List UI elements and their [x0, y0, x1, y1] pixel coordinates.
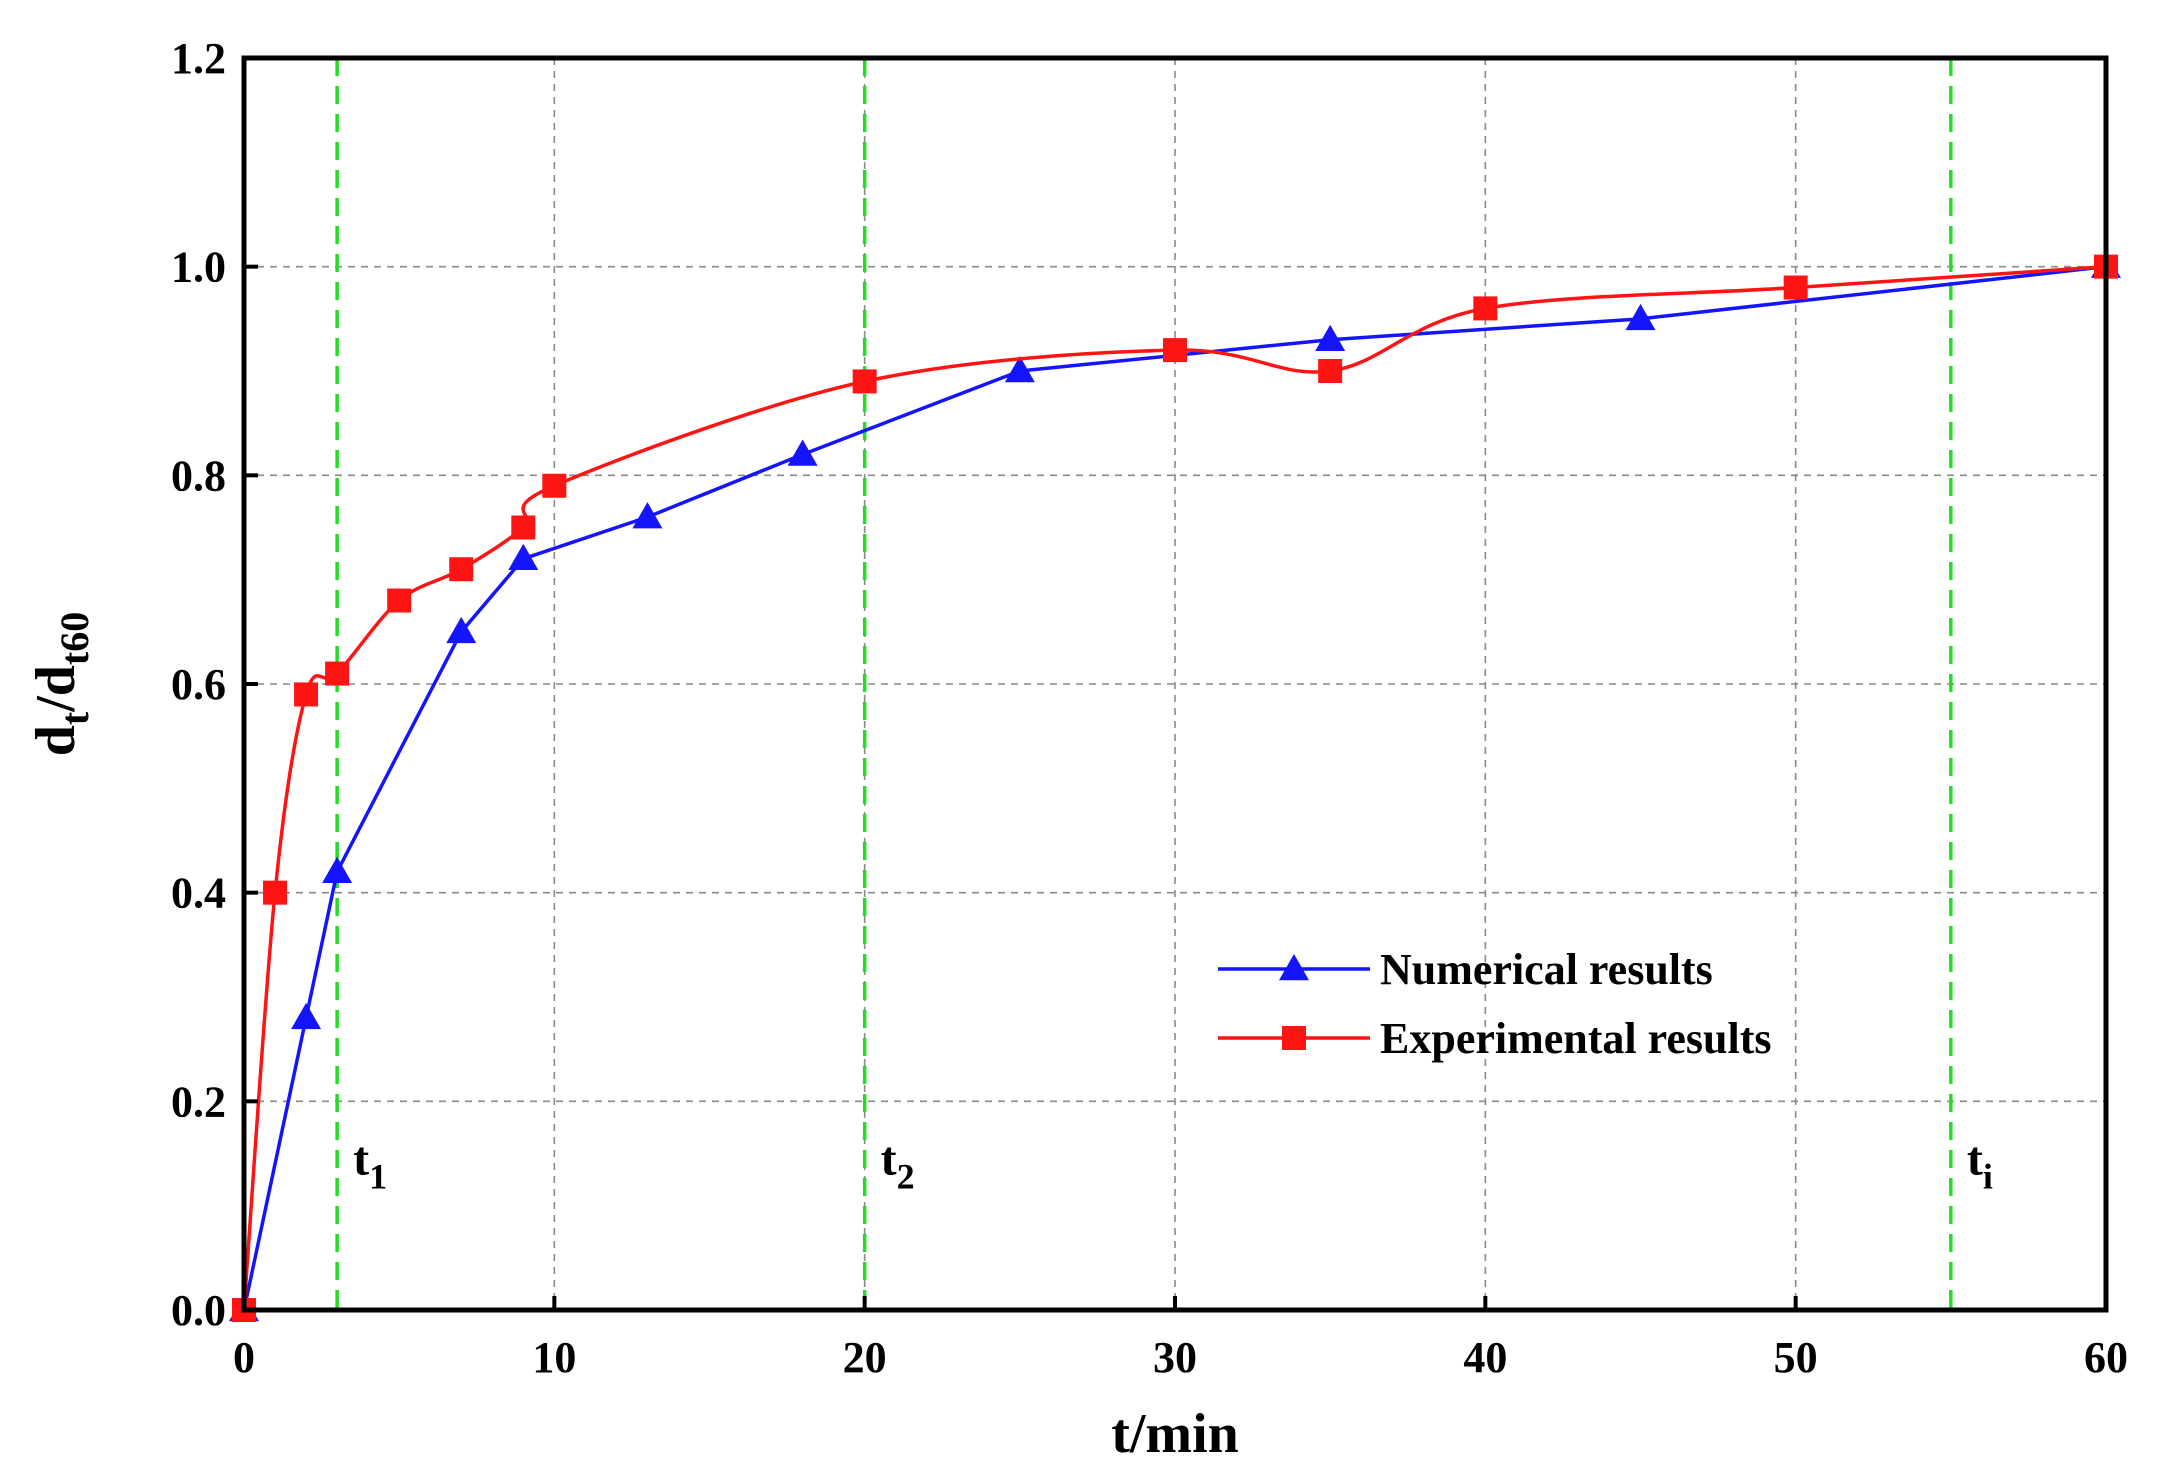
- x-tick-label-6: 60: [2084, 1333, 2128, 1382]
- x-axis-title: t/min: [1111, 1403, 1239, 1465]
- vertical-marker-label-main-2: t: [1967, 1132, 1983, 1185]
- series-1-point-1: [263, 880, 288, 905]
- vertical-marker-label-main-0: t: [353, 1132, 369, 1185]
- series-1-point-9: [1163, 338, 1187, 363]
- y-axis-title-main: d: [25, 725, 87, 756]
- legend: Numerical results Experimental results: [1218, 945, 1772, 1063]
- vertical-marker-layer: t1 t2 ti: [335, 58, 1993, 1310]
- series-0-point-5: [632, 502, 663, 529]
- series-0-point-4: [508, 543, 539, 571]
- vertical-marker-label-sub-0: 1: [369, 1156, 387, 1196]
- series-1-point-2: [294, 682, 319, 707]
- legend-experimental-square-icon: [1282, 1026, 1306, 1050]
- vertical-marker-label-0: t1: [353, 1132, 387, 1196]
- y-tick-label-3: 0.6: [171, 660, 226, 709]
- x-tick-label-5: 50: [1774, 1333, 1818, 1382]
- series-1-point-11: [1473, 296, 1498, 321]
- series-layer: [229, 251, 2121, 1322]
- x-tick-label-2: 20: [843, 1333, 887, 1382]
- x-tick-label-0: 0: [233, 1333, 255, 1382]
- series-0-point-2: [322, 856, 353, 884]
- legend-experimental-label: Experimental results: [1380, 1014, 1772, 1063]
- y-axis-title-sub1: t: [52, 711, 97, 725]
- series-1: [232, 254, 2118, 1322]
- tick-layer: 0 10 20 30 40 50 60 0.0 0.2 0.4 0.6 0.8 1.0 1.2: [171, 34, 2128, 1382]
- x-tick-label-3: 30: [1153, 1333, 1197, 1382]
- vertical-marker-label-sub-2: i: [1983, 1156, 1993, 1196]
- y-tick-label-0: 0.0: [171, 1286, 226, 1335]
- vertical-marker-label-sub-1: 2: [897, 1156, 915, 1196]
- series-0-point-1: [291, 1002, 322, 1030]
- series-1-point-8: [852, 369, 877, 394]
- y-tick-label-6: 1.2: [171, 34, 226, 83]
- vertical-marker-label-main-1: t: [881, 1132, 897, 1185]
- series-1-point-7: [542, 473, 567, 498]
- y-axis-title-sub2: t60: [52, 612, 97, 665]
- series-1-point-12: [1783, 275, 1808, 300]
- series-0-point-3: [446, 616, 477, 644]
- legend-numerical-label: Numerical results: [1380, 945, 1713, 994]
- legend-numerical-triangle-icon: [1279, 954, 1309, 981]
- series-0-point-8: [1315, 324, 1346, 351]
- series-1-point-5: [449, 557, 474, 582]
- vertical-marker-label-2: ti: [1967, 1132, 1993, 1196]
- y-tick-label-2: 0.4: [171, 869, 226, 918]
- x-tick-label-1: 10: [532, 1333, 576, 1382]
- series-1-point-4: [387, 588, 412, 613]
- y-tick-label-1: 0.2: [171, 1077, 226, 1126]
- y-axis-title: dt/dt60: [25, 612, 97, 757]
- series-0-point-7: [1004, 356, 1035, 383]
- x-tick-label-4: 40: [1463, 1333, 1507, 1382]
- series-0-point-9: [1625, 303, 1656, 331]
- grid-layer: [244, 58, 2106, 1310]
- series-1-point-6: [511, 515, 536, 540]
- series-1-point-3: [325, 661, 350, 686]
- y-tick-label-4: 0.8: [171, 451, 226, 500]
- series-0-point-6: [787, 439, 818, 466]
- series-1-point-10: [1318, 359, 1343, 383]
- y-axis-title-mid: /d: [25, 665, 87, 713]
- y-tick-label-5: 1.0: [171, 243, 226, 292]
- vertical-marker-label-1: t2: [881, 1132, 915, 1196]
- series-line-1: [242, 264, 2107, 1311]
